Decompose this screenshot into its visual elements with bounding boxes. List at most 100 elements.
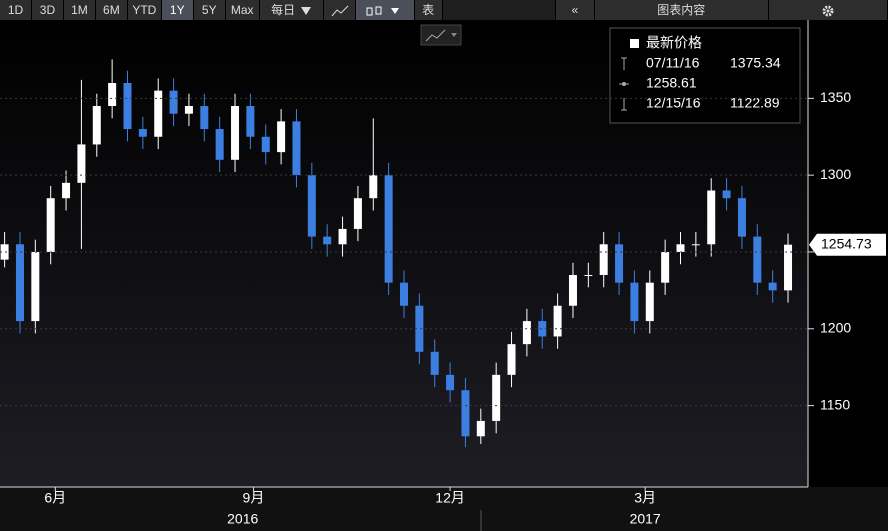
candle-icon [366,6,400,16]
x-tick-label: 12月 [435,490,465,506]
candle-body [138,129,147,137]
candle-body [46,198,55,252]
legend-high-date: 07/11/16 [646,55,700,71]
line-icon [331,5,348,17]
candle-body [476,420,485,437]
candles [0,59,793,448]
candle-body [108,82,117,107]
collapse-button[interactable]: « [555,0,595,20]
x-year-label: 2016 [227,511,258,527]
frequency-label: 每日 [271,3,296,17]
range-button[interactable]: 1Y [161,0,194,20]
chart: 最新价格 07/11/16 1375.34 1258.61 12/15/16 1… [0,20,888,531]
y-tick-label: 1350 [820,89,851,105]
y-tick-label: 1300 [820,166,851,182]
range-button[interactable]: 1D [0,0,32,20]
range-button[interactable]: 3D [31,0,64,20]
candle-body [691,244,700,246]
candle-body [123,82,132,130]
candle-body [62,182,71,199]
candle-body [722,190,731,199]
candle-body [522,321,531,345]
candle-body [538,321,547,337]
candle-body [599,244,608,276]
candle-body [384,175,393,283]
candle-body [184,106,193,114]
candle-body [615,244,624,283]
candle-body [737,198,746,237]
candle-body [492,374,501,421]
candle-body [338,228,347,245]
candle-body [261,136,270,153]
candle-body [584,275,593,277]
x-tick-label: 3月 [634,490,656,506]
y-tick-label: 1200 [820,319,851,335]
dropdown-arrow [301,6,312,15]
x-year-label: 2017 [630,511,661,527]
range-button[interactable]: 6M [95,0,128,20]
legend-low-date: 12/15/16 [646,95,701,111]
line-chart-button[interactable] [323,0,357,20]
table-button[interactable]: 表 [414,0,443,20]
candle-body [307,175,316,237]
chart-contents-button[interactable]: 图表内容 [594,0,769,20]
candle-body [768,282,777,291]
candle-body [630,282,639,322]
x-tick-label: 9月 [243,490,265,506]
candle-body [323,236,332,245]
toolbar-spacer [442,0,556,20]
candle-body [200,106,209,130]
legend-average: 1258.61 [646,75,697,91]
range-button[interactable]: 1M [63,0,96,20]
candle-body [15,244,24,322]
candle-body [231,106,240,160]
range-button[interactable]: Max [225,0,260,20]
candle-body [661,251,670,283]
range-button[interactable]: 5Y [193,0,226,20]
legend-swatch [630,39,639,48]
gear-icon [822,5,834,17]
legend-title: 最新价格 [646,35,702,51]
candle-body [645,282,654,322]
candle-body [461,390,470,437]
candle-body [553,305,562,337]
candle-body [31,251,40,322]
candle-body [753,236,762,283]
frequency-dropdown[interactable]: 每日 [259,0,324,20]
candle-body [446,374,455,391]
legend-icons [619,57,629,111]
range-button[interactable]: YTD [127,0,162,20]
legend-box [609,27,801,124]
candle-body [292,121,301,176]
candle-body [92,106,101,145]
candle-body [415,305,424,352]
x-axis-band [0,487,888,531]
x-tick-label: 6月 [44,490,66,506]
candle-body [707,190,716,245]
candle-body [0,244,9,260]
candle-body [568,275,577,306]
candle-body [507,344,516,375]
candle-body [169,90,178,114]
legend-high: 1375.34 [730,55,781,71]
legend-low: 1122.89 [730,95,780,111]
candle-body [77,144,86,183]
candle-body [215,129,224,160]
last-price-label: 1254.73 [821,235,872,251]
candle-chart-button[interactable] [356,0,415,20]
candle-body [430,351,439,375]
candle-body [400,282,408,306]
candle-body [353,198,362,229]
last-price-tag [809,233,886,256]
y-tick-label: 1150 [820,396,850,412]
chart-type-button[interactable] [420,24,462,46]
candle-body [784,244,793,291]
toolbar: 1D 3D 1M 6M YTD 1Y 5Y Max 每日 表 «图表内容 [0,0,888,20]
candle-body [154,90,163,137]
candle-body [246,106,255,137]
settings-button[interactable] [768,0,888,20]
candle-body [676,244,685,252]
candle-body [277,121,286,153]
candle-body [369,175,378,199]
